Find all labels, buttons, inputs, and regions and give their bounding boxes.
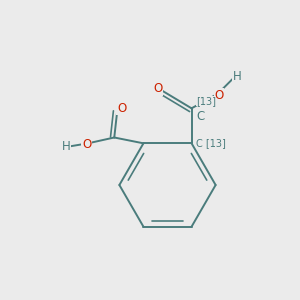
Text: C [13]: C [13] [196, 138, 226, 148]
Text: O: O [153, 82, 163, 95]
Text: C: C [196, 110, 204, 123]
Text: O: O [117, 102, 126, 115]
Text: H: H [62, 140, 70, 153]
Text: O: O [214, 89, 224, 102]
Text: H: H [232, 70, 241, 83]
Text: [13]: [13] [196, 96, 216, 106]
Text: O: O [82, 138, 91, 151]
